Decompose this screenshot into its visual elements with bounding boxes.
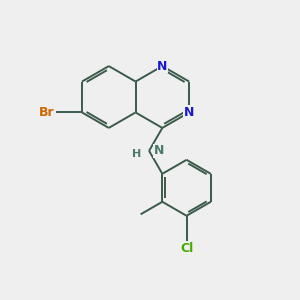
Text: N: N <box>154 144 164 158</box>
Text: H: H <box>133 149 142 159</box>
Text: N: N <box>184 106 194 119</box>
Text: N: N <box>157 60 167 73</box>
Text: Br: Br <box>38 106 54 119</box>
Text: Cl: Cl <box>180 242 193 255</box>
